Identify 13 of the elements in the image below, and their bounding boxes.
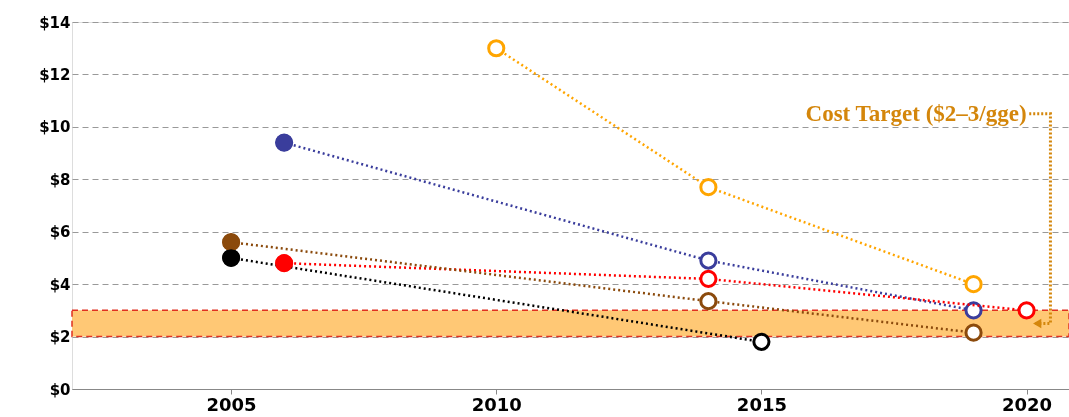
y-tick-label: $10 [39,118,71,137]
y-tick-label: $14 [39,13,71,32]
x-tick-label: 2020 [1002,393,1053,415]
y-tick-label: $4 [49,275,71,294]
y-tick-label: $12 [39,65,71,84]
y-tick-label: $8 [49,170,71,189]
y-tick-label: $2 [49,328,71,347]
band-label: Cost Target ($2–3/gge) [805,100,1027,126]
x-tick-label: 2010 [471,393,522,415]
y-tick-label: $6 [49,223,71,242]
y-tick-label: $0 [49,380,71,399]
x-tick-label: 2015 [736,393,787,415]
x-tick-label: 2005 [206,393,257,415]
